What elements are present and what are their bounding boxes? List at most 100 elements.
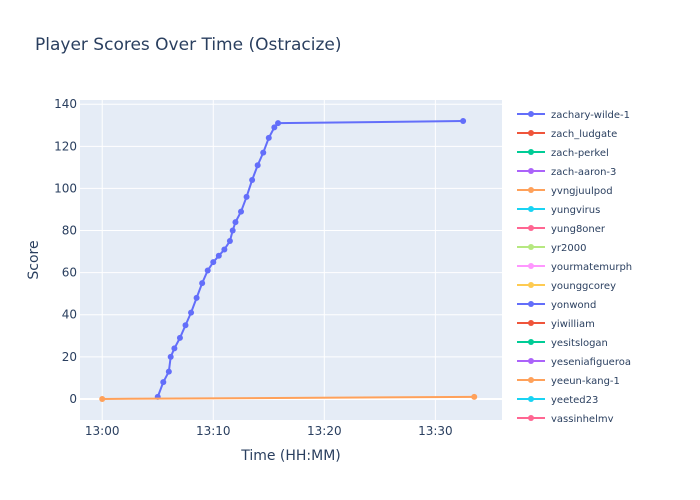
y-tick-label: 140 [54,97,77,111]
legend-label: yungvirus [551,205,600,216]
legend-swatch-marker [528,225,534,231]
x-tick-label: 13:20 [307,424,342,438]
data-point [271,124,278,131]
legend-item-zachary-wilde-1[interactable]: zachary-wilde-1 [517,110,630,121]
series-lines [99,118,478,402]
data-point [243,193,250,200]
data-point [265,134,272,141]
y-tick-label: 100 [54,181,77,195]
y-axis-ticks: 0 20 40 60 80 100 120 140 [54,97,77,406]
legend-item-zach-aaron-3[interactable]: zach-aaron-3 [517,167,616,178]
legend-label: yassinhelmy [551,414,614,425]
data-point [193,294,200,301]
data-point [182,322,189,329]
data-point [232,219,239,226]
x-tick-label: 13:10 [196,424,231,438]
y-tick-label: 40 [62,308,77,322]
data-point [226,238,233,245]
legend-swatch-marker [528,149,534,155]
x-axis-title: Time (HH:MM) [240,448,341,464]
legend-label: yeseniafigueroa [551,357,631,368]
data-point [238,208,245,215]
data-point [249,177,256,183]
legend-item-yvngjuulpod[interactable]: yvngjuulpod [517,186,613,197]
legend-item-yonwond[interactable]: yonwond [517,300,596,311]
legend-item-yungvirus[interactable]: yungvirus [517,205,600,216]
data-point [99,395,106,402]
series-zachary-wilde-1 [154,118,467,400]
legend-label: yeeted23 [551,395,598,406]
data-point [254,162,261,169]
legend-swatch-marker [528,187,534,193]
legend-swatch-marker [528,168,534,174]
legend-item-zach-perkel[interactable]: zach-perkel [517,148,609,159]
legend-swatch-marker [528,377,534,383]
legend-swatch-marker [528,282,534,288]
grid-lines [80,100,502,420]
legend-label: zach_ludgate [551,129,617,140]
legend-swatch-marker [528,111,534,117]
legend-item-yassinhelmy[interactable]: yassinhelmy [517,414,614,425]
legend-item-yeeted23[interactable]: yeeted23 [517,395,598,406]
data-point [229,227,236,234]
legend-swatch-marker [528,263,534,269]
data-point [260,149,267,156]
legend-item-yung8oner[interactable]: yung8oner [517,224,606,235]
legend-label: yonwond [551,300,596,311]
data-point [275,120,282,127]
chart-title: Player Scores Over Time (Ostracize) [35,35,342,55]
data-point [215,252,222,259]
legend-swatch-marker [528,130,534,136]
legend-label: zach-aaron-3 [551,167,616,178]
legend-swatch-marker [528,396,534,402]
data-point [176,334,183,341]
legend-label: zach-perkel [551,148,609,159]
data-point [471,393,478,400]
legend-label: yourmatemurph [551,262,632,273]
legend-item-yourmatemurph[interactable]: yourmatemurph [517,262,632,273]
data-point [199,280,206,287]
y-tick-label: 120 [54,139,77,153]
plot-area [80,100,502,420]
legend-label: yr2000 [551,243,586,254]
data-point [167,353,174,360]
legend-item-yeseniafigueroa[interactable]: yeseniafigueroa [517,357,631,368]
data-point [204,267,211,274]
legend-label: zachary-wilde-1 [551,110,630,121]
legend-item-yiwilliam[interactable]: yiwilliam [517,319,595,330]
legend[interactable]: zachary-wilde-1 zach_ludgate zach-perkel za… [517,110,632,425]
legend-swatch-marker [528,339,534,345]
legend-item-younggcorey[interactable]: younggcorey [517,281,616,292]
legend-swatch-marker [528,358,534,364]
data-point [460,118,467,125]
legend-swatch-marker [528,244,534,250]
legend-label: younggcorey [551,281,616,292]
y-tick-label: 60 [62,266,77,280]
data-point [210,259,217,266]
legend-label: yesitslogan [551,338,608,349]
legend-label: yung8oner [551,224,606,235]
y-tick-label: 20 [62,350,77,364]
data-point [221,246,228,253]
data-point [188,309,195,316]
legend-item-yeeun-kang-1[interactable]: yeeun-kang-1 [517,376,620,387]
legend-label: yiwilliam [551,319,595,330]
data-point [171,345,178,352]
legend-swatch-marker [528,301,534,307]
x-tick-label: 13:30 [418,424,453,438]
legend-label: yeeun-kang-1 [551,376,620,387]
x-tick-label: 13:00 [85,424,120,438]
legend-item-yesitslogan[interactable]: yesitslogan [517,338,608,349]
y-tick-label: 0 [69,392,77,406]
legend-item-zach_ludgate[interactable]: zach_ludgate [517,129,617,140]
legend-swatch-marker [528,206,534,212]
series-yvngjuulpod [99,393,478,402]
data-point [160,379,167,386]
legend-label: yvngjuulpod [551,186,613,197]
y-tick-label: 80 [62,224,77,238]
legend-swatch-marker [528,320,534,326]
legend-item-yr2000[interactable]: yr2000 [517,243,586,254]
data-point [165,368,172,375]
x-axis-ticks: 13:00 13:10 13:20 13:30 [85,424,453,438]
